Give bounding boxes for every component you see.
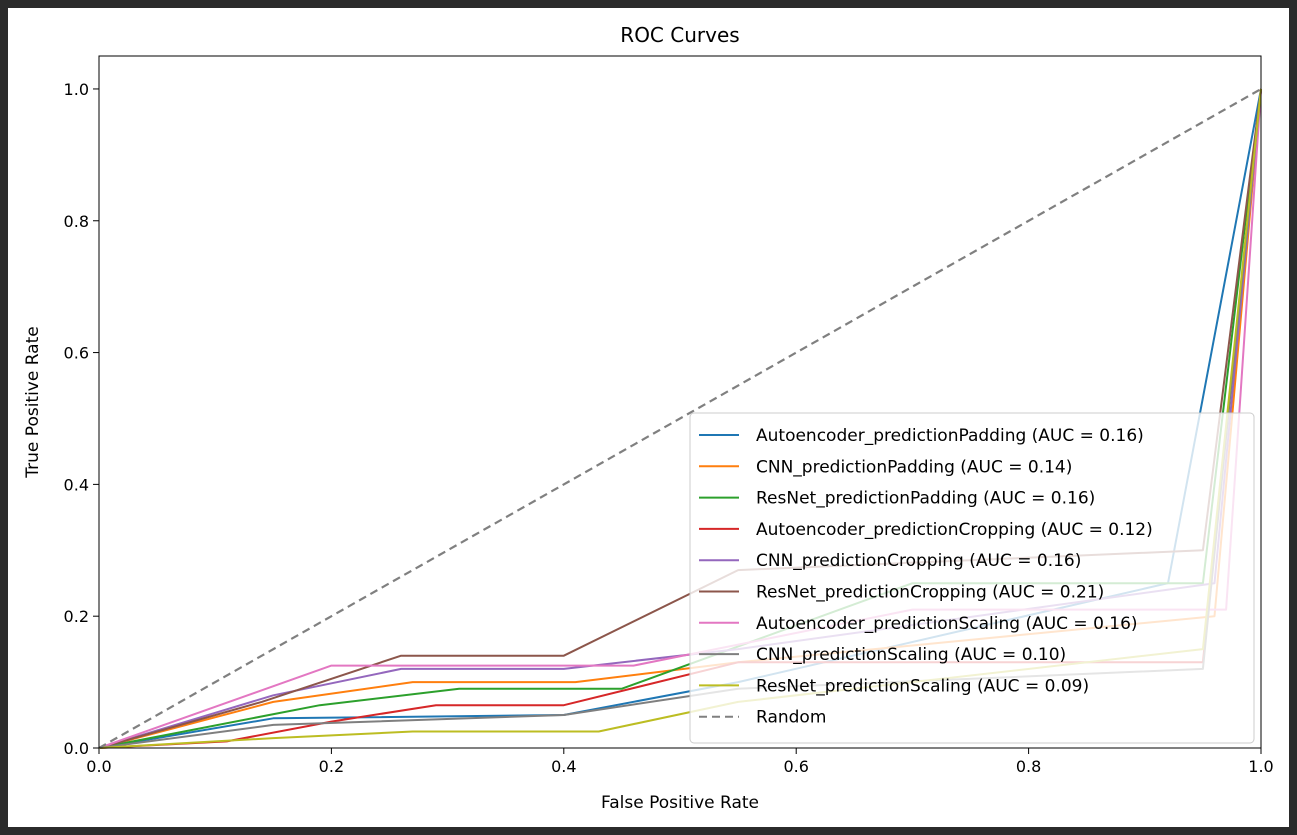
chart-title: ROC Curves	[620, 23, 739, 47]
y-axis-label: True Positive Rate	[23, 326, 43, 478]
legend: Autoencoder_predictionPadding (AUC = 0.1…	[689, 412, 1255, 744]
legend-label: CNN_predictionCropping (AUC = 0.16)	[756, 551, 1081, 571]
legend-label: ResNet_predictionPadding (AUC = 0.16)	[756, 489, 1095, 509]
legend-label: ResNet_predictionScaling (AUC = 0.09)	[756, 676, 1089, 696]
y-tick-label: 0.6	[64, 344, 89, 363]
legend-label: CNN_predictionScaling (AUC = 0.10)	[756, 645, 1066, 665]
y-tick-label: 0.2	[64, 607, 89, 626]
legend-label: Autoencoder_predictionPadding (AUC = 0.1…	[756, 426, 1144, 446]
x-tick-label: 0.2	[319, 757, 344, 776]
y-tick-label: 0.8	[64, 212, 89, 231]
x-tick-label: 0.0	[86, 757, 111, 776]
legend-box	[689, 412, 1255, 744]
random-baseline-line	[98, 88, 1262, 749]
x-tick-label: 1.0	[1248, 757, 1273, 776]
x-tick-label: 0.4	[551, 757, 576, 776]
y-tick-label: 0.4	[64, 475, 89, 494]
roc-chart: 0.0 0.2 0.4 0.6 0.8 1.0 0.0 0.2 0.4 0.6 0.8 1.0 ROC…	[23, 23, 1274, 813]
legend-label: Autoencoder_predictionScaling (AUC = 0.1…	[756, 614, 1138, 634]
y-tick-label: 1.0	[64, 80, 89, 99]
plot-frame	[98, 55, 1262, 749]
legend-label: ResNet_predictionCropping (AUC = 0.21)	[756, 583, 1104, 603]
x-tick-label: 0.6	[783, 757, 808, 776]
legend-label: CNN_predictionPadding (AUC = 0.14)	[756, 457, 1072, 477]
chart-canvas: 0.0 0.2 0.4 0.6 0.8 1.0 0.0 0.2 0.4 0.6 0.8 1.0 ROC…	[8, 8, 1289, 827]
x-tick-label: 0.8	[1016, 757, 1041, 776]
y-tick-label: 0.0	[64, 739, 89, 758]
legend-label: Random	[756, 708, 826, 728]
axis-ticks: 0.0 0.2 0.4 0.6 0.8 1.0 0.0 0.2 0.4 0.6 0.8 1.0	[64, 80, 1274, 776]
x-axis-label: False Positive Rate	[601, 793, 759, 813]
legend-label: Autoencoder_predictionCropping (AUC = 0.…	[756, 520, 1153, 540]
